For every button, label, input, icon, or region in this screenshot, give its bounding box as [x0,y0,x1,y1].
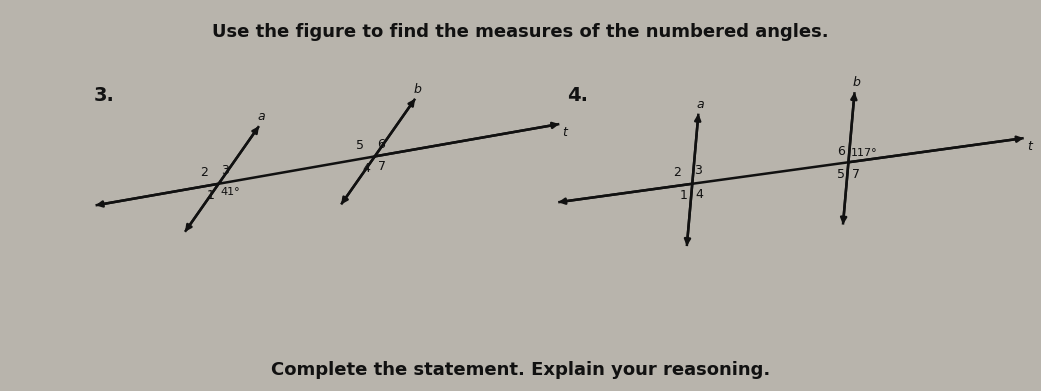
Text: Complete the statement. Explain your reasoning.: Complete the statement. Explain your rea… [271,361,770,379]
Text: 1: 1 [680,189,688,202]
Text: 7: 7 [852,168,860,181]
Text: t: t [1026,140,1032,153]
Text: 3: 3 [694,164,703,177]
Text: 1: 1 [206,189,214,202]
Text: t: t [562,126,567,139]
Text: 6: 6 [837,145,845,158]
Text: 6: 6 [377,138,385,151]
Text: 3: 3 [221,164,229,177]
Text: b: b [853,76,861,89]
Text: 4.: 4. [567,86,588,105]
Text: 4: 4 [695,188,704,201]
Text: 2: 2 [674,166,681,179]
Text: 2: 2 [200,166,207,179]
Text: 5: 5 [356,139,363,152]
Text: 7: 7 [378,160,386,173]
Text: a: a [696,98,704,111]
Text: Use the figure to find the measures of the numbered angles.: Use the figure to find the measures of t… [212,23,829,41]
Text: a: a [257,110,264,123]
Text: 4: 4 [362,162,371,175]
Text: 117°: 117° [850,148,878,158]
Text: 5: 5 [837,168,845,181]
Text: b: b [413,83,421,96]
Text: 3.: 3. [94,86,115,105]
Text: 41°: 41° [221,187,240,197]
